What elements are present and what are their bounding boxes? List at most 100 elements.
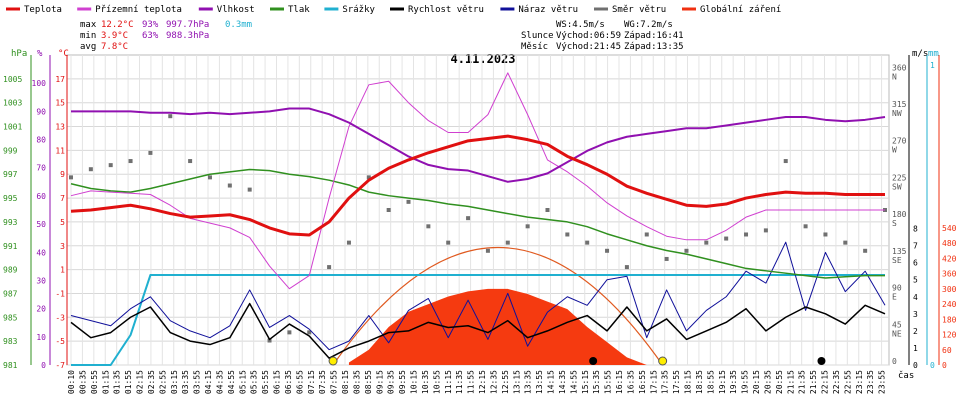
wind-gust-line <box>70 241 886 351</box>
sun-set: Západ:16:41 <box>624 31 684 41</box>
ground-temp-line <box>70 72 885 290</box>
unit-pct: % <box>37 49 43 59</box>
wind-dir-point-31 <box>684 248 689 253</box>
wind-dir-point-35 <box>763 228 768 233</box>
sunrise-marker <box>328 356 338 366</box>
x-tick-70: 23:35 <box>866 370 875 394</box>
x-tick-49: 16:35 <box>626 370 635 394</box>
stats-min-press: 988.3hPa <box>166 31 209 41</box>
dir-tick-label-3: SE <box>892 256 902 265</box>
moon-set: Západ:13:35 <box>624 42 684 52</box>
wind-dir-point-21 <box>485 248 490 253</box>
wind-dir-point-13 <box>327 265 332 270</box>
wind-dir-point-9 <box>247 187 252 192</box>
wind-dir-point-7 <box>207 175 212 180</box>
y-axes: 9819839859879899919939959979991001100310… <box>3 55 957 370</box>
x-tick-11: 03:55 <box>193 370 202 394</box>
temperature-tick-5: 3 <box>60 242 65 251</box>
radiation-tick-4: 240 <box>942 300 957 309</box>
dir-tick-4: 180 <box>892 210 907 219</box>
wind-speed-line <box>70 302 886 359</box>
temperature-tick-10: 13 <box>55 123 65 132</box>
x-tick-15: 05:15 <box>238 370 247 394</box>
pressure-line <box>70 168 885 279</box>
humidity-tick-1: 10 <box>36 333 46 342</box>
x-tick-26: 08:55 <box>364 370 373 394</box>
dir-tick-label-6: W <box>892 146 897 155</box>
humidity-tick-5: 50 <box>36 220 46 229</box>
x-tick-36: 12:15 <box>478 370 487 394</box>
x-tick-56: 18:55 <box>706 370 715 394</box>
pressure-tick-12: 1005 <box>3 75 22 84</box>
sun-moon-info: WS:4.5m/s WG:7.2m/s Slunce Východ:06:59 … <box>521 20 684 52</box>
x-tick-38: 12:55 <box>501 370 510 394</box>
unit-hpa: hPa <box>11 49 27 59</box>
wind-tick-1: 1 <box>913 344 918 353</box>
radiation-tick-6: 360 <box>942 270 957 279</box>
x-tick-62: 20:55 <box>775 370 784 394</box>
stats-max-press: 997.7hPa <box>166 20 209 30</box>
stats-min-hum: 63% <box>142 31 159 41</box>
x-tick-30: 10:15 <box>410 370 419 394</box>
x-tick-10: 03:35 <box>181 370 190 394</box>
wind-dir-point-39 <box>843 240 848 245</box>
x-tick-31: 10:35 <box>421 370 430 394</box>
radiation-tick-8: 480 <box>942 239 957 248</box>
x-tick-37: 12:35 <box>489 370 498 394</box>
x-tick-58: 19:35 <box>729 370 738 394</box>
wind-dir-point-4 <box>148 150 153 155</box>
wind-ws: WS:4.5m/s <box>556 20 605 30</box>
wind-tick-7: 7 <box>913 242 918 251</box>
x-tick-4: 01:35 <box>113 370 122 394</box>
humidity-tick-6: 60 <box>36 192 46 201</box>
x-axis: 00:10 00:35 00:55 01:15 01:35 01:55 02:15 02:35… <box>67 370 887 394</box>
unit-time: čas <box>898 370 914 381</box>
humidity-tick-10: 100 <box>32 79 47 88</box>
x-tick-53: 17:55 <box>672 370 681 394</box>
pressure-tick-9: 999 <box>3 146 18 155</box>
x-tick-25: 08:35 <box>352 370 361 394</box>
x-tick-16: 05:35 <box>250 370 259 394</box>
unit-mm: mm <box>928 49 939 59</box>
x-tick-2: 00:55 <box>90 370 99 394</box>
wind-dir-point-20 <box>466 216 471 221</box>
stats-max-label: max <box>80 20 97 30</box>
x-tick-22: 07:35 <box>318 370 327 394</box>
x-tick-55: 18:35 <box>695 370 704 394</box>
legend-label-8: Globální záření <box>700 5 781 15</box>
x-tick-28: 09:35 <box>387 370 396 394</box>
rain-tick-0: 0 <box>930 361 935 370</box>
pressure-tick-4: 989 <box>3 266 18 275</box>
x-tick-23: 07:55 <box>330 370 339 394</box>
legend-label-7: Směr větru <box>612 5 666 15</box>
legend-label-4: Srážky <box>342 5 375 15</box>
x-tick-48: 16:15 <box>615 370 624 394</box>
humidity-tick-9: 90 <box>36 107 46 116</box>
dir-tick-0: 0 <box>892 357 897 366</box>
radiation-tick-7: 420 <box>942 254 957 263</box>
rain-tick-1: 1 <box>930 61 935 70</box>
wind-dir-point-1 <box>88 167 93 172</box>
pressure-tick-11: 1003 <box>3 99 22 108</box>
dir-tick-7: 315 <box>892 100 907 109</box>
x-tick-9: 03:15 <box>170 370 179 394</box>
wind-dir-point-32 <box>704 240 709 245</box>
radiation-tick-0: 0 <box>942 361 947 370</box>
radiation-tick-5: 300 <box>942 285 957 294</box>
humidity-tick-7: 70 <box>36 164 46 173</box>
wind-tick-3: 3 <box>913 310 918 319</box>
wind-wg: WG:7.2m/s <box>624 20 673 30</box>
x-tick-41: 13:55 <box>535 370 544 394</box>
x-tick-44: 14:55 <box>569 370 578 394</box>
legend-label-0: Teplota <box>24 5 62 15</box>
dir-tick-1: 45 <box>892 320 902 329</box>
radiation-tick-1: 60 <box>942 346 952 355</box>
wind-dir-point-8 <box>227 183 232 188</box>
x-tick-67: 22:35 <box>832 370 841 394</box>
humidity-tick-2: 20 <box>36 305 46 314</box>
x-tick-71: 23:55 <box>878 370 887 394</box>
stats-max-hum: 93% <box>142 20 159 30</box>
x-tick-65: 21:55 <box>809 370 818 394</box>
x-tick-42: 14:15 <box>547 370 556 394</box>
x-tick-13: 04:35 <box>215 370 224 394</box>
